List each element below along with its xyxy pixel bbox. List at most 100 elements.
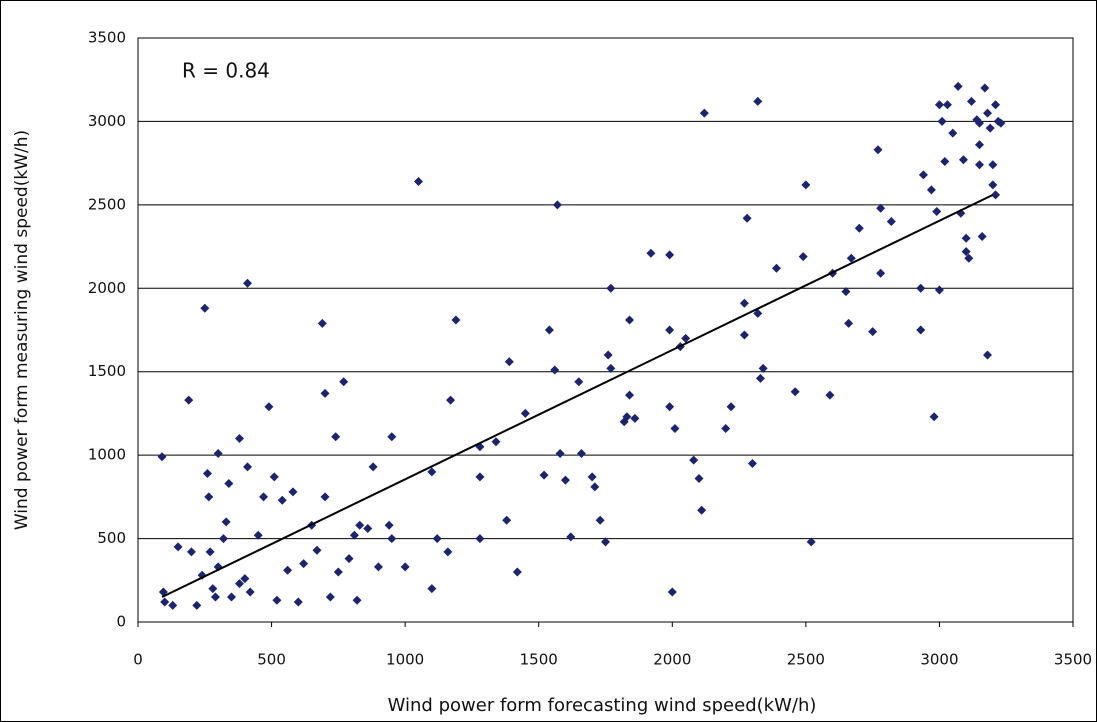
point	[801, 180, 811, 190]
point	[293, 597, 303, 607]
point	[926, 185, 936, 195]
point	[224, 479, 234, 489]
y-tick-label: 3000	[88, 112, 126, 130]
point	[320, 492, 330, 502]
point	[566, 532, 576, 542]
point	[331, 432, 341, 442]
point	[753, 308, 763, 318]
point	[755, 373, 765, 383]
trendline	[161, 193, 994, 598]
point	[384, 520, 394, 530]
point	[958, 155, 968, 165]
point	[504, 357, 514, 367]
point	[587, 472, 597, 482]
point	[475, 534, 485, 544]
point	[667, 587, 677, 597]
point	[325, 592, 335, 602]
point	[184, 395, 194, 405]
point	[576, 448, 586, 458]
point	[595, 515, 605, 525]
point	[502, 515, 512, 525]
point	[204, 492, 214, 502]
point	[317, 318, 327, 328]
point	[269, 472, 279, 482]
point	[283, 565, 293, 575]
point	[975, 118, 984, 128]
point	[552, 200, 562, 210]
point	[277, 495, 287, 505]
point	[387, 534, 397, 544]
point	[948, 128, 958, 138]
point	[427, 467, 437, 477]
point	[173, 542, 183, 552]
point	[964, 253, 974, 263]
point	[873, 145, 883, 155]
point	[771, 263, 781, 273]
point	[681, 333, 691, 343]
point	[942, 100, 952, 110]
point	[227, 592, 236, 602]
point	[670, 423, 680, 433]
point	[368, 462, 378, 472]
point	[918, 170, 928, 180]
point	[806, 537, 816, 547]
y-tick-label: 2000	[88, 279, 126, 297]
point	[235, 433, 245, 443]
point	[932, 207, 942, 217]
point	[699, 108, 709, 118]
point	[253, 530, 263, 540]
point	[245, 587, 255, 597]
point	[841, 287, 851, 297]
point	[798, 252, 808, 262]
point	[373, 562, 383, 572]
point	[988, 160, 998, 170]
x-tick-label: 0	[133, 651, 143, 669]
point	[218, 534, 228, 544]
point	[966, 96, 976, 106]
point	[414, 176, 423, 186]
point	[560, 475, 570, 485]
point	[208, 584, 218, 594]
point	[264, 402, 274, 412]
point	[983, 350, 993, 360]
point	[446, 395, 456, 405]
point	[980, 83, 990, 93]
point	[726, 402, 736, 412]
x-tick-label: 3000	[920, 651, 958, 669]
point	[202, 468, 212, 478]
point	[432, 534, 442, 544]
point	[491, 437, 501, 447]
x-axis-title: Wind power form forecasting wind speed(k…	[388, 695, 817, 716]
point	[240, 574, 250, 584]
x-tick-label: 1500	[520, 651, 558, 669]
x-tick-label: 3500	[1054, 651, 1092, 669]
x-tick-label: 1000	[386, 651, 424, 669]
point	[355, 520, 365, 530]
point	[646, 248, 656, 258]
point	[983, 108, 993, 118]
point	[953, 81, 963, 91]
point	[739, 298, 749, 308]
point	[157, 452, 167, 462]
point	[991, 100, 1001, 110]
point	[697, 505, 707, 515]
point	[991, 190, 1001, 200]
point	[299, 559, 309, 569]
point	[854, 223, 864, 233]
point	[344, 554, 354, 564]
point	[606, 363, 616, 373]
point	[622, 412, 632, 422]
point	[259, 492, 269, 502]
point	[876, 203, 886, 213]
point	[349, 530, 359, 540]
point	[200, 303, 210, 313]
point	[721, 423, 731, 433]
point	[916, 325, 926, 335]
point	[210, 592, 220, 602]
annotation: R = 0.84	[182, 59, 270, 83]
point	[630, 413, 640, 423]
point	[451, 315, 461, 325]
point	[937, 116, 947, 126]
point	[934, 285, 944, 295]
